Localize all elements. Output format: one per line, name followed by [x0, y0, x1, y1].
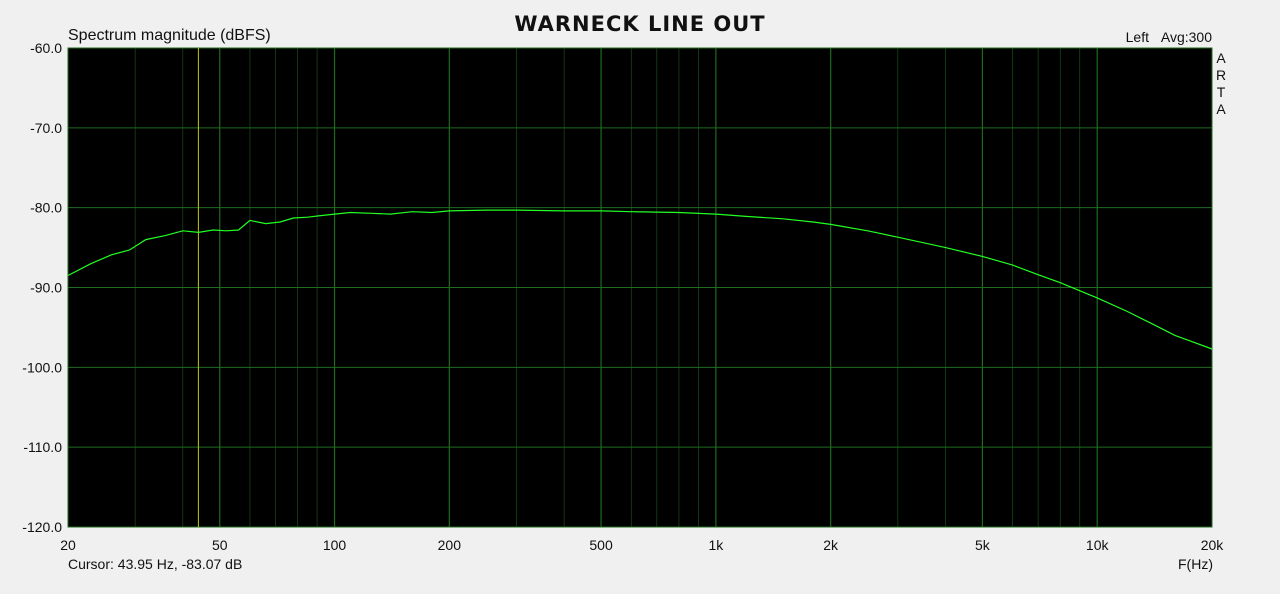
- x-axis-label: F(Hz): [1178, 556, 1213, 572]
- y-tick-label: -80.0: [30, 200, 62, 216]
- x-tick-label: 10k: [1086, 537, 1110, 553]
- y-tick-label: -100.0: [22, 359, 62, 375]
- y-tick-label: -110.0: [23, 439, 62, 455]
- cursor-readout: Cursor: 43.95 Hz, -83.07 dB: [68, 556, 243, 572]
- x-tick-label: 20k: [1201, 537, 1225, 553]
- axis-ticks: 20 50 100 200 500 1k 2k 5k 10k 20k -60.0 -70.0 -80.0…: [22, 40, 1224, 553]
- y-tick-label: -60.0: [30, 40, 62, 56]
- y-tick-label: -70.0: [30, 120, 62, 136]
- x-tick-label: 100: [323, 537, 347, 553]
- y-axis-label: Spectrum magnitude (dBFS): [68, 27, 271, 44]
- channel-status: Left Avg:300: [1118, 29, 1212, 45]
- brand-letter: A: [1216, 101, 1226, 117]
- x-tick-label: 20: [60, 537, 76, 553]
- chart-title: WARNECK LINE OUT: [514, 12, 766, 36]
- x-tick-label: 200: [438, 537, 462, 553]
- y-tick-label: -90.0: [30, 280, 62, 296]
- spectrum-trace: [67, 209, 1213, 350]
- averaging-label: Avg:300: [1160, 29, 1212, 45]
- x-tick-label: 2k: [823, 537, 839, 553]
- brand-letter: R: [1215, 67, 1227, 83]
- channel-label: Left: [1125, 29, 1149, 45]
- x-tick-label: 50: [212, 537, 228, 553]
- x-tick-label: 5k: [975, 537, 991, 553]
- brand-logo: A R T A: [1215, 50, 1227, 118]
- x-tick-label: 500: [589, 537, 613, 553]
- grid-lines: [68, 47, 1212, 528]
- y-tick-label: -120.0: [22, 519, 62, 535]
- x-tick-label: 1k: [708, 537, 724, 553]
- brand-letter: A: [1216, 50, 1226, 66]
- brand-letter: T: [1216, 84, 1226, 100]
